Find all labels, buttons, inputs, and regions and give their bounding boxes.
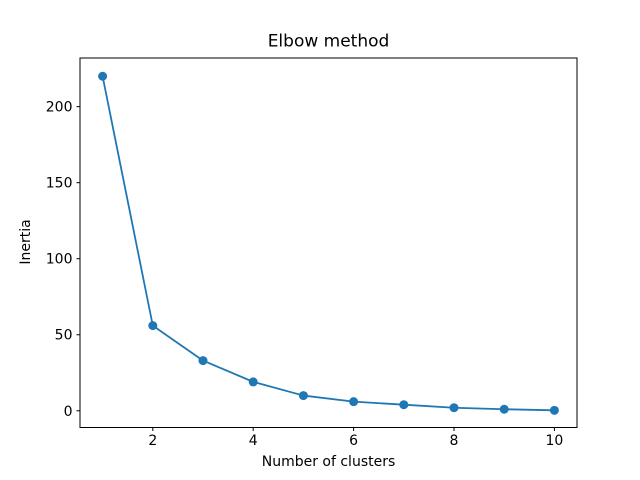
- x-axis-label: Number of clusters: [262, 454, 396, 470]
- data-point-marker: [198, 356, 208, 366]
- data-point-marker: [449, 403, 459, 413]
- data-point-marker: [349, 397, 359, 407]
- x-tick-label: 6: [349, 433, 358, 449]
- y-axis-ticks: 0 50 100 150 200: [46, 100, 80, 420]
- data-series: [98, 71, 559, 415]
- data-point-marker: [549, 405, 559, 415]
- data-point-marker: [248, 377, 258, 387]
- data-point-marker: [98, 71, 108, 81]
- y-tick-label: 100: [46, 252, 73, 268]
- x-tick-label: 8: [450, 433, 459, 449]
- y-tick-label: 50: [55, 328, 73, 344]
- data-point-marker: [148, 321, 158, 331]
- y-axis-label: Inertia: [18, 219, 34, 264]
- series-line: [101, 75, 556, 412]
- y-tick-label: 200: [46, 100, 73, 116]
- y-tick-label: 150: [46, 176, 73, 192]
- plot-border: [79, 57, 578, 428]
- x-tick-label: 10: [545, 433, 563, 449]
- y-tick-label: 0: [64, 404, 73, 420]
- x-axis-ticks: 2 4 6 8 10: [148, 427, 563, 449]
- x-tick-label: 4: [249, 433, 258, 449]
- data-point-marker: [499, 404, 509, 414]
- x-tick-label: 2: [148, 433, 157, 449]
- data-point-marker: [298, 391, 308, 401]
- data-point-marker: [399, 400, 409, 410]
- chart-title: Elbow method: [268, 32, 390, 52]
